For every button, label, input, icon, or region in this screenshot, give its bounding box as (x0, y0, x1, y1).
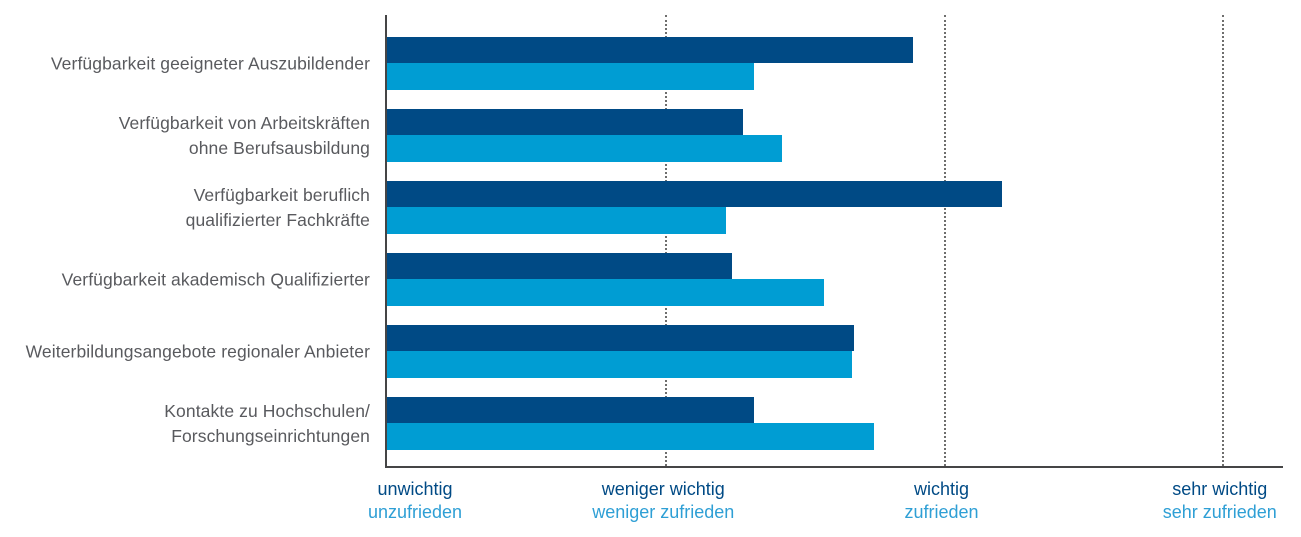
bar-group (387, 181, 1283, 234)
plot-area (385, 15, 1283, 468)
tick-label-wichtig-line: sehr wichtig (1172, 479, 1268, 499)
bar-group (387, 253, 1283, 306)
bar-group (387, 325, 1283, 378)
gridline-weniger-wichtig (665, 15, 668, 466)
category-label: Verfügbarkeit geeigneter Auszubildender (0, 51, 370, 76)
wichtig-skala-bar (387, 37, 913, 63)
tick-label-sehr-wichtig: sehr wichtig sehr zufrieden (1163, 478, 1277, 524)
category-label-line: qualifizierter Fachkräfte (185, 209, 370, 230)
tick-label-weniger-wichtig: weniger wichtig weniger zufrieden (592, 478, 734, 524)
tick-label-wichtig-line: weniger wichtig (601, 479, 725, 499)
wichtig-skala-bar (387, 253, 733, 279)
zufrieden-skala-bar (387, 135, 783, 162)
category-label-line: ohne Berufsausbildung (188, 137, 370, 158)
category-label-line: Kontakte zu Hochschulen/ (164, 400, 370, 421)
tick-label-wichtig-line: unwichtig (377, 479, 453, 499)
wichtig-skala-bar (387, 109, 744, 135)
gridline-wichtig (943, 15, 946, 466)
wichtig-skala-bar (387, 325, 855, 351)
category-label: Verfügbarkeit beruflich qualifizierter Fa… (0, 183, 370, 233)
tick-label-zufrieden-line: zufrieden (904, 502, 979, 522)
zufrieden-skala-bar (387, 207, 727, 234)
tick-label-wichtig: wichtig zufrieden (904, 478, 978, 524)
tick-label-zufrieden-line: weniger zufrieden (592, 502, 735, 522)
bar-group (387, 37, 1283, 90)
wichtig-skala-bar (387, 181, 1002, 207)
category-label: Verfügbarkeit von Arbeitskräften ohne Ber… (0, 111, 370, 161)
tick-label-wichtig-line: wichtig (914, 479, 970, 499)
category-label-line: Weiterbildungsangebote regionaler Anbiet… (25, 341, 370, 361)
category-label-line: Verfügbarkeit geeigneter Auszubildender (50, 53, 370, 73)
category-label-line: Forschungseinrichtungen (171, 425, 370, 446)
category-label-line: Verfügbarkeit beruflich (193, 184, 370, 205)
category-label-line: Verfügbarkeit akademisch Qualifizierter (61, 269, 370, 289)
zufrieden-skala-bar (387, 423, 874, 450)
zufrieden-skala-bar (387, 63, 755, 90)
bar-group (387, 109, 1283, 162)
zufrieden-skala-bar (387, 279, 824, 306)
tick-label-unwichtig: unwichtig unzufrieden (368, 478, 462, 524)
tick-label-zufrieden-line: sehr zufrieden (1162, 502, 1277, 522)
wichtig-skala-bar (387, 397, 755, 423)
gridline-sehr-wichtig (1221, 15, 1224, 466)
category-label: Kontakte zu Hochschulen/Forschungseinric… (0, 399, 370, 449)
bar-group (387, 397, 1283, 450)
category-label-line: Verfügbarkeit von Arbeitskräften (118, 112, 370, 133)
category-label: Verfügbarkeit akademisch Qualifizierter (0, 267, 370, 292)
tick-label-zufrieden-line: unzufrieden (367, 502, 463, 522)
category-label: Weiterbildungsangebote regionaler Anbiet… (0, 339, 370, 364)
zufrieden-skala-bar (387, 351, 852, 378)
